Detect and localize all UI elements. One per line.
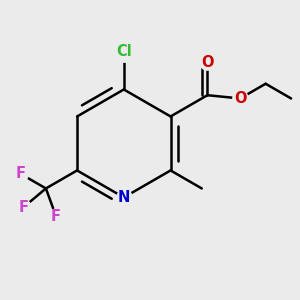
Text: N: N (118, 190, 130, 205)
Text: F: F (18, 200, 28, 215)
Text: Cl: Cl (116, 44, 132, 59)
Text: O: O (201, 55, 214, 70)
Text: F: F (15, 166, 26, 181)
Text: F: F (51, 208, 61, 224)
Text: O: O (234, 91, 246, 106)
